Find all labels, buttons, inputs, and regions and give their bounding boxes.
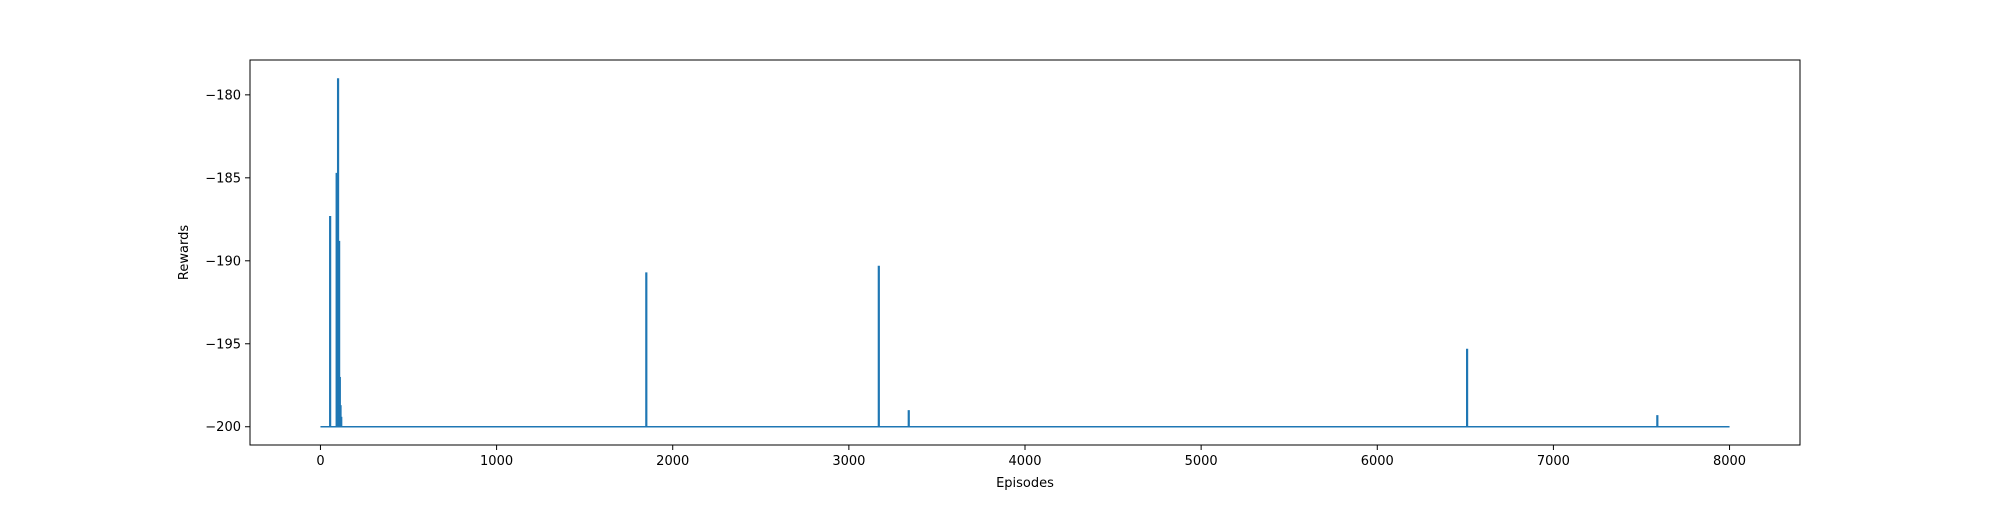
x-tick-label: 0 [316, 454, 324, 469]
y-tick-label: −200 [205, 420, 241, 435]
y-tick-label: −185 [205, 171, 241, 186]
x-tick-label: 1000 [480, 454, 513, 469]
y-axis-ticks: −200 −195 −190 −185 −180 [205, 88, 250, 435]
axes-frame [249, 59, 1801, 446]
x-tick-label: 7000 [1537, 454, 1570, 469]
plot-area [320, 78, 1730, 428]
x-tick-label: 3000 [832, 454, 865, 469]
x-tick-label: 6000 [1361, 454, 1394, 469]
x-tick-label: 2000 [656, 454, 689, 469]
x-tick-label: 5000 [1185, 454, 1218, 469]
x-tick-label: 8000 [1713, 454, 1746, 469]
x-tick-label: 4000 [1008, 454, 1041, 469]
x-axis-ticks: 0 1000 2000 3000 4000 5000 6000 7000 8000 [316, 445, 1746, 469]
x-axis-label: Episodes [996, 476, 1054, 491]
y-tick-label: −180 [205, 88, 241, 103]
y-tick-label: −190 [205, 254, 241, 269]
y-tick-label: −195 [205, 337, 241, 352]
y-axis-label: Rewards [177, 225, 192, 280]
